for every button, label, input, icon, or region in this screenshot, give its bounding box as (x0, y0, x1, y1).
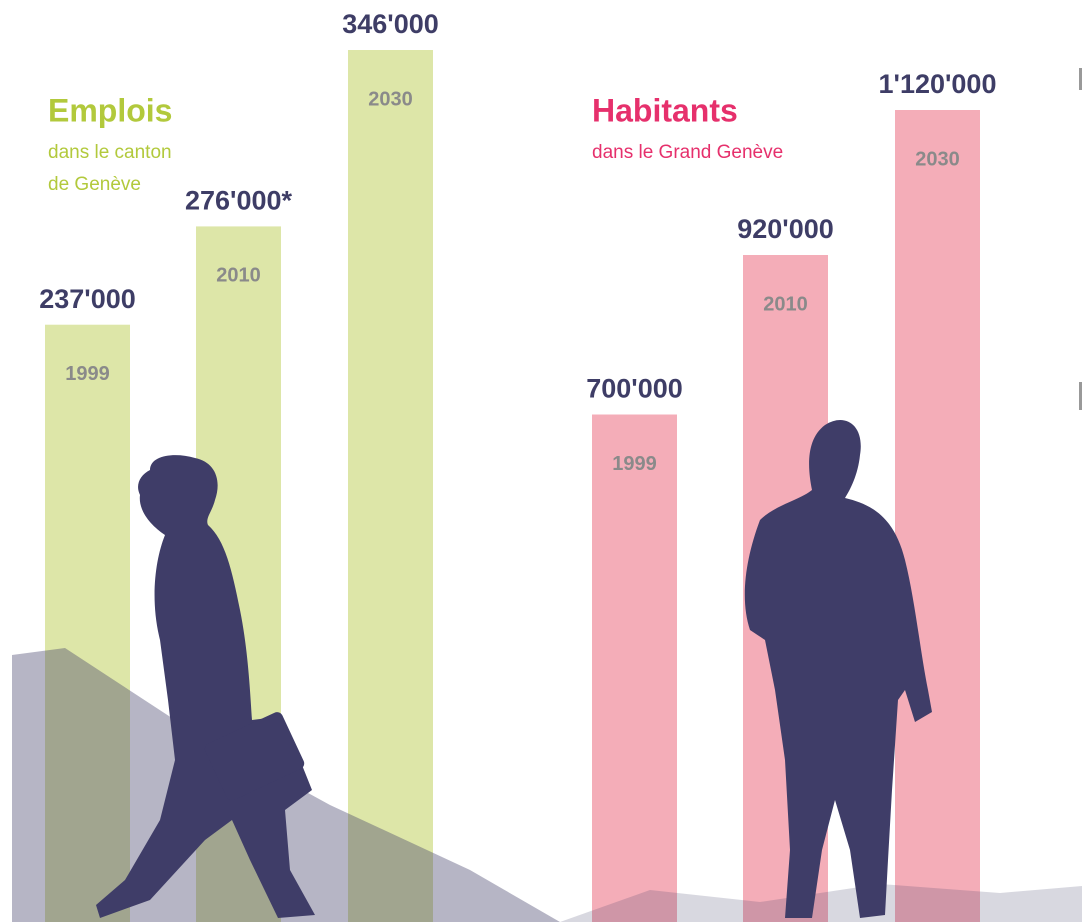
bar (895, 110, 980, 922)
value-label: 346'000 (342, 9, 439, 39)
category-label: 2010 (763, 293, 808, 315)
value-label: 1'120'000 (879, 69, 997, 99)
value-label: 237'000 (39, 284, 136, 314)
infographic: Emplois dans le canton de Genève 1999 237'00… (0, 0, 1082, 922)
value-label: 276'000* (185, 186, 293, 216)
chart-subtitle: de Genève (48, 174, 141, 195)
category-label: 2030 (368, 88, 413, 110)
category-label: 2030 (915, 148, 960, 170)
category-label: 1999 (65, 363, 110, 385)
page: Emplois dans le canton de Genève 1999 237'00… (0, 0, 1082, 922)
value-label: 700'000 (586, 374, 683, 404)
value-label: 920'000 (737, 214, 834, 244)
category-label: 1999 (612, 453, 657, 475)
chart-title: Habitants (592, 92, 738, 128)
chart-subtitle: dans le Grand Genève (592, 142, 783, 163)
chart-subtitle: dans le canton (48, 142, 172, 163)
chart-title: Emplois (48, 92, 172, 128)
category-label: 2010 (216, 265, 261, 287)
bar (348, 50, 433, 922)
bar (592, 415, 677, 922)
labels: Emplois dans le canton de Genève 1999 237'00… (39, 9, 996, 475)
